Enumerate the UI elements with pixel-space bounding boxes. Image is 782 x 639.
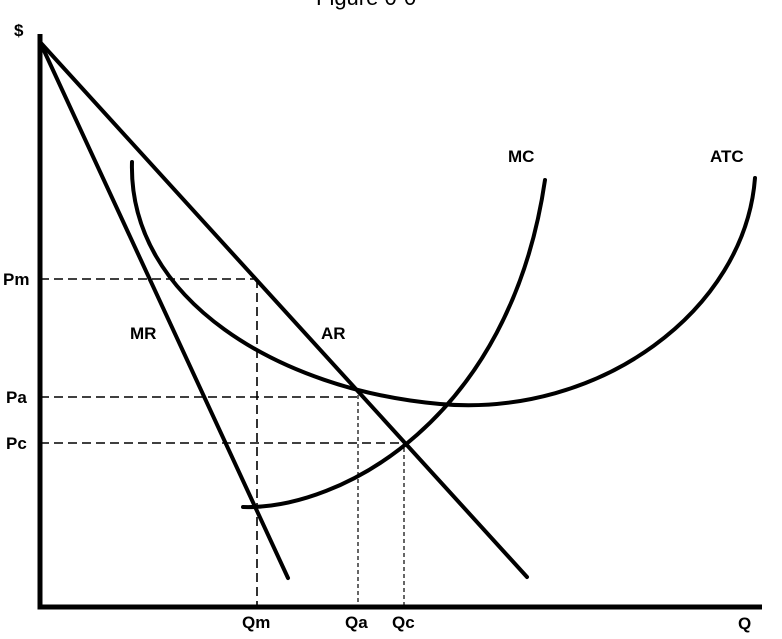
- pa-label: Pa: [6, 388, 27, 407]
- mr-curve: [38, 40, 290, 580]
- pc-label: Pc: [6, 434, 27, 453]
- mr-label: MR: [130, 324, 156, 343]
- ar-label: AR: [321, 324, 346, 343]
- pm-label: Pm: [3, 270, 29, 289]
- axes: [37, 34, 762, 610]
- mc-label: MC: [508, 147, 534, 166]
- mc-curve: [241, 178, 547, 510]
- qm-label: Qm: [242, 613, 270, 632]
- x-axis-label: Q: [738, 614, 751, 633]
- ar-curve: [38, 40, 529, 579]
- qc-label: Qc: [392, 613, 415, 632]
- figure-title: Figure 0-0: [316, 0, 416, 10]
- qa-label: Qa: [345, 613, 368, 632]
- atc-label: ATC: [710, 147, 744, 166]
- y-axis-label: $: [14, 21, 24, 40]
- guide-lines: [40, 278, 405, 607]
- atc-curve: [129, 160, 757, 408]
